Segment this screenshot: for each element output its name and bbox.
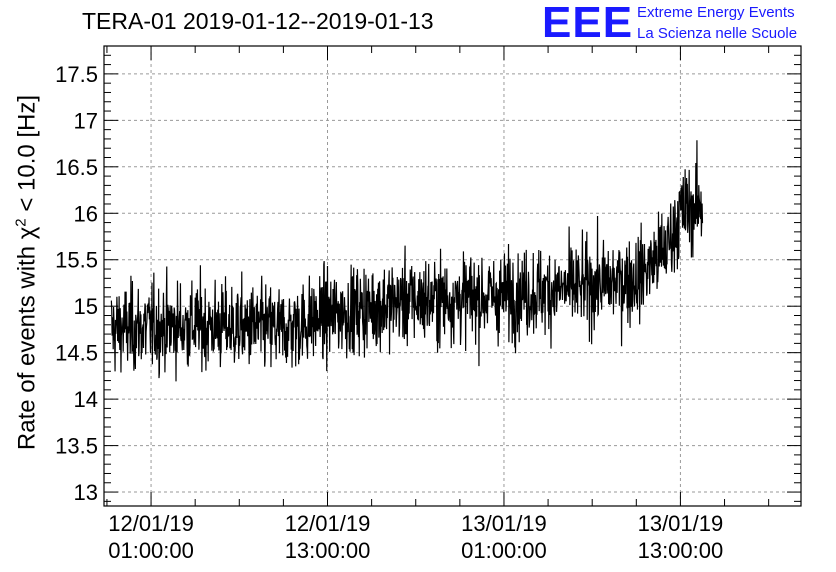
y-tick-label: 15	[74, 294, 98, 319]
x-tick-label-date: 12/01/19	[108, 511, 194, 536]
grid-lines	[104, 46, 801, 506]
plot-frame	[103, 45, 802, 507]
data-series	[110, 140, 704, 382]
y-tick-label: 14.5	[55, 341, 98, 366]
eee-logo: EEE	[542, 0, 634, 47]
x-tick-label-time: 13:00:00	[638, 538, 724, 563]
y-tick-label: 13.5	[55, 434, 98, 459]
logo-caption-line2: La Scienza nelle Scuole	[637, 25, 798, 42]
y-tick-label: 15.5	[55, 248, 98, 273]
x-tick-label-time: 13:00:00	[285, 538, 371, 563]
x-tick-label-time: 01:00:00	[108, 538, 194, 563]
chart-title: TERA-01 2019-01-12--2019-01-13	[82, 8, 434, 34]
x-tick-label-time: 01:00:00	[461, 538, 547, 563]
axis-ticks	[104, 46, 801, 506]
x-tick-label-date: 12/01/19	[285, 511, 371, 536]
rate-series-line	[110, 140, 704, 382]
y-tick-label: 17.5	[55, 62, 98, 87]
y-tick-label: 16	[74, 201, 98, 226]
y-tick-label: 17	[74, 108, 98, 133]
y-tick-label: 14	[74, 387, 98, 412]
logo-caption-line1: Extreme Energy Events	[637, 4, 795, 21]
tick-labels: 1313.51414.51515.51616.51717.512/01/1901…	[55, 62, 723, 563]
y-tick-label: 13	[74, 480, 98, 505]
y-tick-label: 16.5	[55, 155, 98, 180]
x-tick-label-date: 13/01/19	[638, 511, 724, 536]
x-tick-label-date: 13/01/19	[461, 511, 547, 536]
